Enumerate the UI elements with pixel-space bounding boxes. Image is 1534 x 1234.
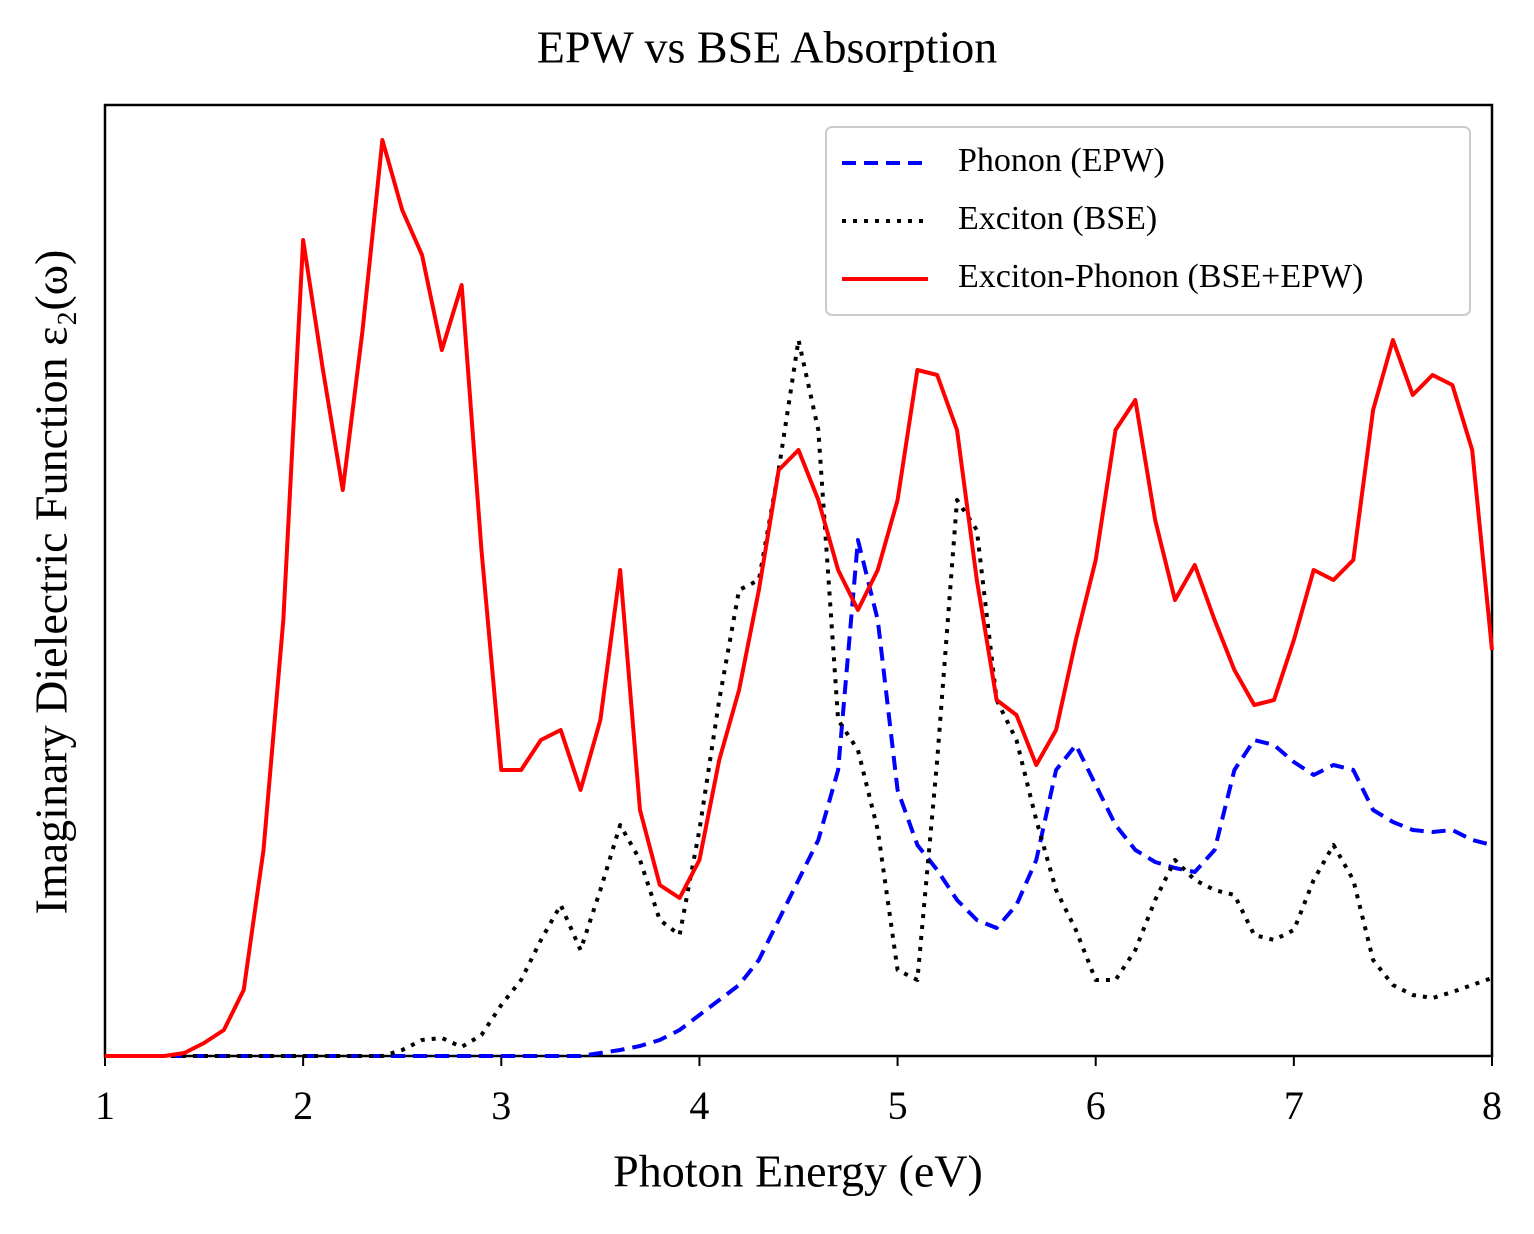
x-tick-label: 5: [888, 1083, 908, 1128]
x-tick-label: 3: [491, 1083, 511, 1128]
x-tick-label: 7: [1284, 1083, 1304, 1128]
x-tick-label: 1: [95, 1083, 115, 1128]
x-axis-label: Photon Energy (eV): [613, 1146, 983, 1197]
legend-label: Exciton (BSE): [958, 200, 1157, 237]
data-line: [105, 138, 1494, 1058]
legend-label: Exciton-Phonon (BSE+EPW): [958, 258, 1363, 295]
chart-title: EPW vs BSE Absorption: [537, 22, 998, 73]
x-tick-label: 2: [293, 1083, 313, 1128]
plot-frame: [103, 103, 1494, 1058]
legend-box: [825, 126, 1471, 316]
legend-label: Phonon (EPW): [958, 142, 1165, 179]
data-line: [105, 338, 1493, 1058]
x-tick-label: 4: [689, 1083, 709, 1128]
data-line: [105, 538, 1493, 1058]
y-axis-label: Imaginary Dielectric Function ε₂(ω): [26, 250, 77, 915]
x-tick-label: 8: [1482, 1083, 1502, 1128]
x-tick-label: 6: [1086, 1083, 1106, 1128]
